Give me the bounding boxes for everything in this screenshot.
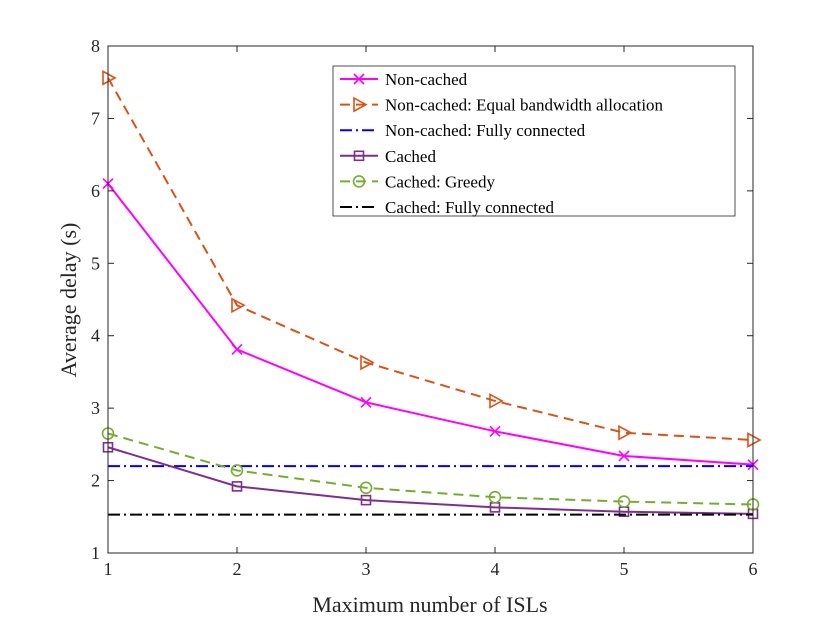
x-axis-label: Maximum number of ISLs bbox=[312, 592, 547, 617]
series-non-cached-equal-bandwidth-allocation bbox=[102, 70, 762, 448]
legend-label: Non-cached: Equal bandwidth allocation bbox=[385, 96, 664, 115]
legend-entry: Non-cached: Equal bandwidth allocation bbox=[340, 96, 664, 115]
y-tick-label: 3 bbox=[91, 398, 100, 418]
legend-marker bbox=[353, 73, 365, 85]
plot-series bbox=[101, 70, 762, 520]
data-point bbox=[488, 490, 502, 504]
legend-entry: Cached: Greedy bbox=[340, 172, 495, 191]
x-tick-label: 4 bbox=[491, 559, 500, 579]
x-tick-label: 5 bbox=[620, 559, 629, 579]
legend-label: Cached: Greedy bbox=[385, 172, 495, 191]
x-tick-label: 1 bbox=[104, 559, 113, 579]
legend-marker bbox=[353, 150, 365, 162]
data-point bbox=[231, 297, 246, 314]
data-point bbox=[360, 354, 375, 371]
data-point bbox=[359, 481, 373, 495]
y-tick-label: 1 bbox=[91, 543, 100, 563]
series-line bbox=[107, 77, 754, 442]
data-point bbox=[360, 396, 372, 408]
y-axis-label: Average delay (s) bbox=[56, 223, 81, 378]
legend-entry: Cached bbox=[340, 147, 436, 166]
data-point bbox=[231, 343, 243, 356]
series-line bbox=[107, 446, 754, 515]
legend-marker bbox=[353, 96, 368, 113]
data-point bbox=[618, 450, 630, 462]
y-tick-label: 6 bbox=[91, 181, 100, 201]
y-tick-label: 2 bbox=[91, 471, 100, 491]
legend-entry: Non-cached: Fully connected bbox=[340, 121, 586, 140]
series-line bbox=[107, 432, 754, 506]
y-tick-label: 4 bbox=[91, 326, 100, 346]
y-tick-label: 7 bbox=[91, 108, 100, 128]
data-point bbox=[102, 70, 117, 86]
legend-label: Cached bbox=[385, 147, 436, 166]
data-point bbox=[747, 432, 762, 448]
data-point bbox=[230, 464, 244, 477]
data-point bbox=[489, 393, 504, 409]
x-tick-label: 6 bbox=[749, 559, 758, 579]
legend-label: Non-cached bbox=[385, 70, 468, 89]
legend: Non-cached Non-cached: Equal bandwidth al… bbox=[332, 65, 736, 217]
y-tick-label: 8 bbox=[91, 36, 100, 56]
legend-label: Cached: Fully connected bbox=[385, 198, 555, 217]
series-non-cached bbox=[102, 178, 759, 471]
x-tick-label: 3 bbox=[362, 559, 371, 579]
data-point bbox=[360, 494, 372, 506]
data-point bbox=[231, 481, 243, 492]
series-line bbox=[107, 183, 754, 466]
legend-entry: Non-cached bbox=[340, 70, 468, 89]
axis-ticks: 1 2 3 4 5 6 1 2 3 4 5 6 7 8 bbox=[91, 36, 758, 579]
legend-box bbox=[332, 65, 736, 217]
legend-entry: Cached: Fully connected bbox=[340, 198, 555, 217]
data-point bbox=[617, 495, 631, 508]
data-point bbox=[489, 425, 501, 437]
data-point bbox=[618, 424, 633, 441]
x-tick-label: 2 bbox=[233, 559, 242, 579]
legend-label: Non-cached: Fully connected bbox=[385, 121, 586, 140]
axes-box bbox=[107, 45, 754, 554]
legend-marker bbox=[352, 175, 366, 188]
y-tick-label: 5 bbox=[91, 253, 100, 273]
